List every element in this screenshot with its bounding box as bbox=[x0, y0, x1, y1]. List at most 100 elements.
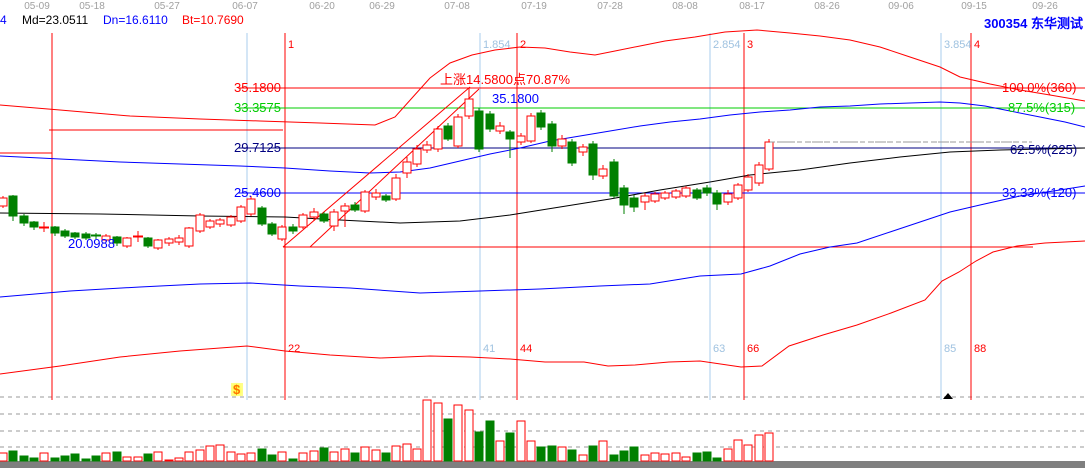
volume-bar-up bbox=[133, 456, 143, 462]
candle-up bbox=[412, 148, 422, 165]
candle-up bbox=[464, 98, 474, 117]
candle-down bbox=[567, 141, 577, 164]
volume-bar-up bbox=[671, 452, 681, 462]
date-tick: 08-08 bbox=[672, 1, 698, 12]
candle-up bbox=[433, 128, 443, 150]
volume-bar-down bbox=[70, 453, 80, 462]
percent-retracement-label: 100.0%(360) bbox=[1002, 80, 1076, 95]
dollar-marker: $ bbox=[233, 382, 241, 397]
volume-bar-up bbox=[236, 453, 246, 462]
candle-down bbox=[29, 221, 39, 228]
volume-bar-up bbox=[122, 456, 132, 462]
volume-bar-up bbox=[733, 439, 743, 462]
volume-bar-down bbox=[702, 451, 712, 462]
price-axis-label: 29.7125 bbox=[234, 140, 281, 155]
candle-up bbox=[164, 238, 174, 244]
lower-red-band bbox=[0, 240, 1085, 375]
candle-up bbox=[0, 197, 8, 207]
volume-bar-up bbox=[464, 409, 474, 462]
candle-up bbox=[598, 168, 608, 177]
price-axis-label: 35.1800 bbox=[234, 80, 281, 95]
candle-down bbox=[485, 113, 495, 130]
candle-up bbox=[329, 211, 339, 227]
candle-up bbox=[371, 192, 381, 198]
volume-bar-up bbox=[650, 452, 660, 462]
volume-bar-up bbox=[195, 449, 205, 462]
date-tick: 07-08 bbox=[444, 1, 470, 12]
volume-bar-up bbox=[516, 420, 526, 462]
volume-bar-down bbox=[692, 452, 702, 462]
volume-bar-up bbox=[153, 451, 163, 462]
candle-down bbox=[267, 223, 277, 235]
candle-down bbox=[588, 143, 598, 176]
volume-bar-up bbox=[205, 445, 215, 462]
date-tick: 05-18 bbox=[79, 1, 105, 12]
candle-up bbox=[681, 187, 691, 197]
candle-down bbox=[350, 204, 360, 211]
cycle-vline-top-label: 1.854 bbox=[483, 39, 511, 51]
percent-retracement-label: 62.5%(225) bbox=[1010, 142, 1077, 157]
volume-bar-down bbox=[381, 452, 391, 462]
volume-bar-down bbox=[112, 451, 122, 462]
volume-bar-up bbox=[329, 451, 339, 462]
candle-up bbox=[578, 146, 588, 153]
volume-bar-up bbox=[743, 444, 753, 462]
candle-up bbox=[246, 198, 256, 215]
volume-bar-up bbox=[412, 448, 422, 462]
volume-bar-up bbox=[226, 451, 236, 462]
candle-down bbox=[19, 215, 29, 224]
candle-down bbox=[319, 213, 329, 222]
volume-bar-up bbox=[402, 443, 412, 462]
dn-value: Dn=16.6110 bbox=[103, 13, 168, 27]
cycle-vline-bottom-label: 63 bbox=[713, 343, 725, 355]
volume-baseline-strip bbox=[0, 461, 1085, 468]
percent-retracement-label: 87.5%(315) bbox=[1008, 100, 1075, 115]
stock-ticker[interactable]: 300354 东华测试 bbox=[984, 13, 1083, 32]
volume-bar-down bbox=[609, 454, 619, 462]
volume-bar-down bbox=[485, 420, 495, 462]
volume-bar-up bbox=[754, 434, 764, 462]
candle-up bbox=[153, 239, 163, 249]
candle-up bbox=[184, 227, 194, 247]
candle-down bbox=[702, 187, 712, 194]
date-tick: 09-06 bbox=[888, 1, 914, 12]
cycle-vline-top-label: 4 bbox=[974, 39, 980, 51]
volume-bar-down bbox=[143, 453, 153, 462]
peak-price-annotation: 35.1800 bbox=[492, 91, 539, 106]
cycle-vline-top-label: 2.854 bbox=[713, 39, 741, 51]
volume-bar-up bbox=[277, 451, 287, 462]
candle-up bbox=[650, 193, 660, 202]
cycle-vline-top-label: 3 bbox=[747, 39, 753, 51]
candle-down bbox=[712, 192, 722, 205]
date-tick: 07-28 bbox=[597, 1, 623, 12]
stock-name: 东华测试 bbox=[1030, 16, 1083, 31]
volume-bar-down bbox=[547, 445, 557, 462]
volume-bar-up bbox=[422, 399, 432, 462]
cycle-vline-bottom-label: 44 bbox=[520, 343, 532, 355]
candle-down bbox=[381, 195, 391, 201]
volume-bar-up bbox=[101, 452, 111, 462]
candle-down bbox=[112, 236, 122, 244]
volume-bar-down bbox=[619, 450, 629, 462]
candle-up bbox=[122, 237, 132, 247]
date-tick: 09-15 bbox=[961, 1, 987, 12]
volume-bar-up bbox=[164, 459, 174, 462]
volume-bar-down bbox=[443, 418, 453, 462]
candle-up bbox=[340, 205, 350, 212]
trend-line bbox=[282, 86, 471, 248]
date-axis: 05-09 05-18 05-27 06-07 06-20 06-29 07-08 07-19… bbox=[0, 0, 1085, 12]
candle-down bbox=[288, 226, 298, 232]
upper-blue-ma bbox=[0, 101, 1085, 174]
price-axis-label: 20.0988 bbox=[68, 236, 115, 251]
date-tick: 06-29 bbox=[369, 1, 395, 12]
volume-bar-up bbox=[298, 452, 308, 462]
volume-bar-down bbox=[81, 458, 91, 462]
candle-up bbox=[298, 214, 308, 228]
candle-down bbox=[60, 230, 70, 237]
candle-up bbox=[743, 176, 753, 191]
cycle-vline-bottom-label: 66 bbox=[747, 343, 759, 355]
volume-bar-up bbox=[660, 453, 670, 462]
volume-bar-up bbox=[371, 449, 381, 462]
volume-bar-up bbox=[215, 444, 225, 462]
